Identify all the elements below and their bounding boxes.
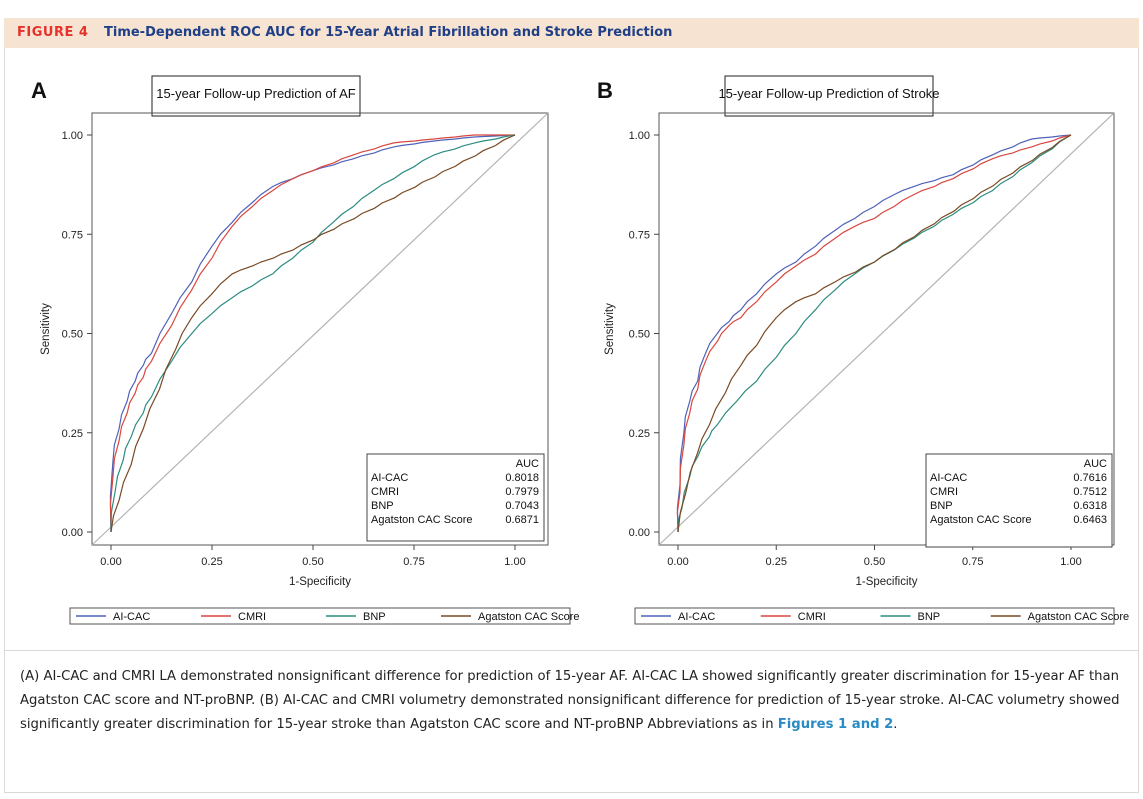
series-line-cmri bbox=[676, 134, 1072, 533]
auc-row-value: 0.7979 bbox=[505, 486, 539, 498]
legend-label: BNP bbox=[363, 611, 386, 623]
panels-box bbox=[4, 48, 1139, 651]
legend-label: AI-CAC bbox=[678, 611, 715, 623]
figure-title: Time-Dependent ROC AUC for 15-Year Atria… bbox=[104, 25, 673, 40]
series-line-bnp bbox=[677, 134, 1072, 533]
y-tick-label: 1.00 bbox=[629, 130, 650, 142]
y-tick-label: 1.00 bbox=[62, 130, 83, 142]
auc-row-name: BNP bbox=[930, 500, 953, 512]
x-tick-label: 0.25 bbox=[766, 556, 787, 568]
auc-row-name: CMRI bbox=[371, 486, 399, 498]
auc-row-name: Agatston CAC Score bbox=[371, 514, 473, 526]
chart-title: 15-year Follow-up Prediction of Stroke bbox=[718, 86, 939, 101]
auc-row-value: 0.6318 bbox=[1073, 500, 1107, 512]
y-tick-label: 0.50 bbox=[62, 329, 83, 341]
series-line-agatston-cac-score bbox=[110, 134, 516, 533]
panel-letter: A bbox=[31, 78, 47, 103]
chart-panel-a: A 15-year Follow-up Prediction of AF 0.00 0… bbox=[31, 75, 580, 625]
chart-title-box bbox=[151, 75, 361, 117]
caption-end: . bbox=[893, 717, 898, 732]
x-tick-label: 1.00 bbox=[504, 556, 525, 568]
series-line-ai-cac bbox=[109, 134, 516, 533]
auc-header: AUC bbox=[516, 458, 539, 470]
legend-label: Agatston CAC Score bbox=[478, 611, 580, 623]
chart-panel-b: B 15-year Follow-up Prediction of Stroke 0… bbox=[597, 75, 1130, 625]
plot-frame bbox=[91, 112, 549, 546]
auc-row-name: Agatston CAC Score bbox=[930, 514, 1032, 526]
figure-caption: (A) AI-CAC and CMRI LA demonstrated nons… bbox=[20, 665, 1120, 737]
auc-header: AUC bbox=[1084, 458, 1107, 470]
plot-frame bbox=[658, 112, 1115, 546]
reference-line bbox=[91, 112, 549, 546]
series-line-cmri bbox=[109, 134, 515, 533]
legend-label: Agatston CAC Score bbox=[1028, 611, 1130, 623]
auc-row-value: 0.6463 bbox=[1073, 514, 1107, 526]
y-tick-label: 0.00 bbox=[629, 527, 650, 539]
reference-line bbox=[658, 112, 1115, 546]
auc-row-value: 0.8018 bbox=[505, 472, 539, 484]
auc-table-box bbox=[925, 453, 1113, 548]
y-tick-label: 0.75 bbox=[62, 229, 83, 241]
auc-row-name: AI-CAC bbox=[930, 472, 967, 484]
x-tick-label: 0.50 bbox=[302, 556, 323, 568]
chart-title-box bbox=[724, 75, 934, 117]
x-axis-label: 1-Specificity bbox=[856, 576, 918, 588]
caption-text: (A) AI-CAC and CMRI LA demonstrated nons… bbox=[20, 669, 1120, 732]
y-axis-label: Sensitivity bbox=[40, 303, 52, 355]
x-tick-label: 0.75 bbox=[962, 556, 983, 568]
series-line-agatston-cac-score bbox=[677, 134, 1072, 533]
figure-label: FIGURE 4 bbox=[17, 25, 89, 40]
legend-label: CMRI bbox=[798, 611, 826, 623]
chart-title: 15-year Follow-up Prediction of AF bbox=[156, 86, 355, 101]
x-tick-label: 0.75 bbox=[403, 556, 424, 568]
legend-label: BNP bbox=[918, 611, 941, 623]
auc-row-value: 0.7512 bbox=[1073, 486, 1107, 498]
y-tick-label: 0.25 bbox=[629, 428, 650, 440]
figure-header bbox=[4, 18, 1139, 48]
y-tick-label: 0.75 bbox=[629, 229, 650, 241]
y-tick-label: 0.50 bbox=[629, 329, 650, 341]
auc-row-name: CMRI bbox=[930, 486, 958, 498]
legend-box bbox=[634, 607, 1115, 625]
x-tick-label: 0.50 bbox=[864, 556, 885, 568]
legend-label: AI-CAC bbox=[113, 611, 150, 623]
auc-row-name: BNP bbox=[371, 500, 394, 512]
series-line-bnp bbox=[110, 134, 516, 533]
auc-row-value: 0.7616 bbox=[1073, 472, 1107, 484]
x-tick-label: 1.00 bbox=[1060, 556, 1081, 568]
y-tick-label: 0.00 bbox=[62, 527, 83, 539]
x-axis-label: 1-Specificity bbox=[289, 576, 351, 588]
y-tick-label: 0.25 bbox=[62, 428, 83, 440]
x-tick-label: 0.25 bbox=[201, 556, 222, 568]
series-line-ai-cac bbox=[676, 134, 1072, 533]
caption-figure-link[interactable]: Figures 1 and 2 bbox=[777, 717, 894, 732]
x-tick-label: 0.00 bbox=[667, 556, 688, 568]
auc-row-value: 0.7043 bbox=[505, 500, 539, 512]
legend-label: CMRI bbox=[238, 611, 266, 623]
y-axis-label: Sensitivity bbox=[604, 303, 616, 355]
auc-table-box bbox=[366, 453, 545, 542]
x-tick-label: 0.00 bbox=[100, 556, 121, 568]
auc-row-value: 0.6871 bbox=[505, 514, 539, 526]
auc-row-name: AI-CAC bbox=[371, 472, 408, 484]
panel-letter: B bbox=[597, 78, 613, 103]
legend-box bbox=[69, 607, 571, 625]
